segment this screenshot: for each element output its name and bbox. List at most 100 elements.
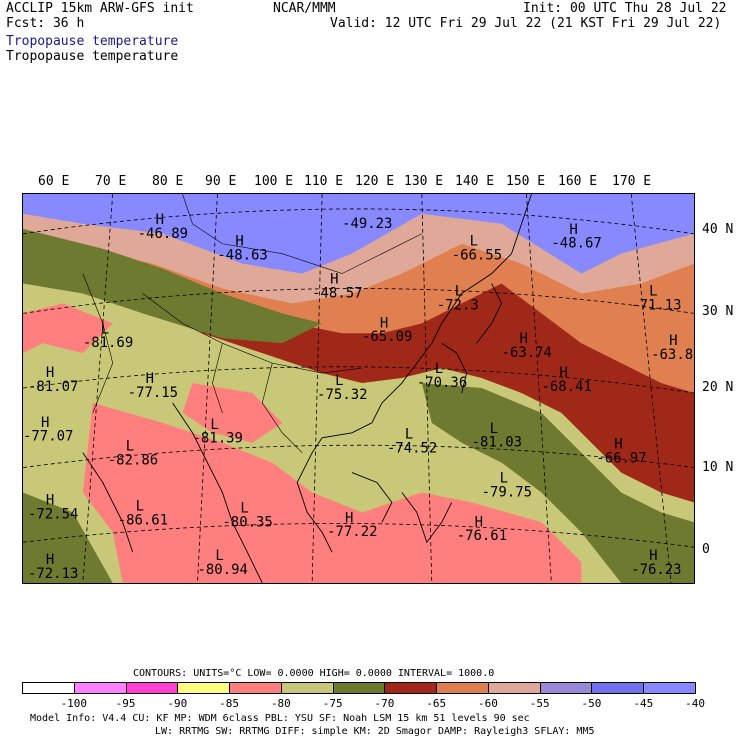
colorbar-swatch [177, 682, 231, 694]
borders [82, 194, 422, 453]
high-marker: H [520, 331, 528, 347]
colorbar-swatch [125, 682, 179, 694]
longitude-label: 70 E [95, 174, 127, 189]
extremum-value: -63.8 [651, 347, 693, 363]
low-marker: L [210, 417, 218, 433]
colorbar-label: -75 [322, 697, 343, 710]
latitude-label: 0 [702, 542, 710, 557]
low-marker: L [405, 427, 413, 443]
longitude-label: 140 E [455, 174, 495, 189]
high-marker: H [380, 315, 388, 331]
low-marker: L [335, 373, 343, 389]
longitude-label: 90 E [205, 174, 237, 189]
colorbar-label: -70 [374, 697, 395, 710]
low-marker: L [455, 283, 463, 299]
band-minus-72b [421, 383, 694, 583]
low-marker: L [500, 471, 508, 487]
colorbar-label: -85 [219, 697, 240, 710]
high-marker: H [614, 437, 622, 453]
band-minus-75 [23, 492, 113, 583]
colorbar-swatch [643, 682, 696, 694]
extremum-value: -77.07 [23, 429, 73, 445]
latitude-label: 10 N [702, 460, 734, 475]
field-title-shaded: Tropopause temperature [6, 34, 179, 49]
high-marker: H [146, 371, 154, 387]
highs-lows-labels: H-46.89 H-48.63-49.23H-48.57L-66.55H-48.6… [23, 212, 693, 582]
extremum-value: -72.3 [437, 297, 479, 313]
extremum-value: -66.55 [452, 248, 502, 264]
extremum-value: -74.52 [387, 441, 437, 457]
colorbar-label: -95 [115, 697, 136, 710]
extremum-value: -49.23 [342, 216, 392, 232]
low-marker: L [101, 321, 109, 337]
contours-info: CONTOURS: UNITS=°C LOW= 0.0000 HIGH= 0.0… [133, 668, 495, 679]
high-marker: H [41, 415, 49, 431]
high-marker: H [649, 548, 657, 564]
longitude-label: 130 E [404, 174, 444, 189]
high-marker: H [475, 514, 483, 530]
latitude-label: 30 N [702, 304, 734, 319]
extremum-value: -48.57 [312, 285, 362, 301]
extremum-value: -66.97 [596, 451, 646, 467]
init-time: Init: 00 UTC Thu 28 Jul 22 [523, 1, 727, 16]
colorbar-label: -50 [581, 697, 602, 710]
extremum-value: -75.32 [317, 387, 367, 403]
colorbar-label: -90 [167, 697, 188, 710]
valid-time: Valid: 12 UTC Fri 29 Jul 22 (21 KST Fri … [330, 16, 722, 31]
extremum-value: -80.35 [222, 514, 272, 530]
center-label: NCAR/MMM [273, 1, 336, 16]
low-marker: L [240, 500, 248, 516]
longitude-label: 170 E [612, 174, 652, 189]
high-marker: H [330, 272, 338, 288]
extremum-value: -76.61 [457, 528, 507, 544]
extremum-value: -77.15 [128, 385, 178, 401]
graticule [23, 194, 694, 583]
extremum-value: -48.67 [551, 236, 601, 252]
high-marker: H [235, 234, 243, 250]
model-title: ACCLIP 15km ARW-GFS init [6, 1, 194, 16]
longitude-label: 150 E [506, 174, 546, 189]
band-minus-72 [23, 228, 323, 344]
colorbar-swatch [332, 682, 386, 694]
longitude-label: 100 E [254, 174, 294, 189]
extremum-value: -81.07 [28, 379, 78, 395]
colorbar-swatch [73, 682, 127, 694]
extremum-value: -77.22 [327, 524, 377, 540]
high-marker: H [46, 552, 54, 568]
high-marker: H [569, 222, 577, 238]
low-marker: L [470, 234, 478, 250]
extremum-value: -71.13 [631, 297, 681, 313]
colorbar-swatch [22, 682, 75, 694]
footer-physics-info: LW: RRTMG SW: RRTMG DIFF: simple KM: 2D … [155, 726, 595, 737]
tropopause-temperature-map: H-46.89 H-48.63-49.23H-48.57L-66.55H-48.6… [22, 193, 695, 584]
low-marker: L [435, 361, 443, 377]
colorbar-swatch [384, 682, 438, 694]
extremum-value: -76.23 [631, 562, 681, 578]
high-marker: H [46, 492, 54, 508]
colorbar-label: -40 [685, 697, 705, 710]
forecast-hour: Fcst: 36 h [6, 16, 85, 31]
longitude-label: 60 E [38, 174, 70, 189]
band-minus-45 [23, 194, 694, 274]
low-marker: L [490, 421, 498, 437]
extremum-value: -81.39 [192, 431, 242, 447]
colorbar-label: -65 [426, 697, 447, 710]
field-title-contour: Tropopause temperature [6, 49, 179, 64]
extremum-value: -63.74 [502, 345, 552, 361]
extremum-value: -48.63 [217, 248, 267, 264]
colorbar-label: -55 [529, 697, 550, 710]
low-marker: L [126, 439, 134, 455]
high-marker: H [559, 365, 567, 381]
band-minus-80b [82, 402, 582, 583]
high-marker: H [156, 212, 164, 228]
low-marker: L [649, 283, 657, 299]
band-minus-80c [182, 383, 283, 443]
high-marker: H [345, 510, 353, 526]
extremum-value: -70.36 [417, 375, 467, 391]
extremum-value: -65.09 [362, 329, 412, 345]
extremum-value: -79.75 [482, 484, 532, 500]
extremum-value: -72.13 [28, 566, 78, 582]
longitude-label: 160 E [558, 174, 598, 189]
extremum-value: -82.86 [108, 453, 158, 469]
extremum-value: -81.03 [472, 435, 522, 451]
